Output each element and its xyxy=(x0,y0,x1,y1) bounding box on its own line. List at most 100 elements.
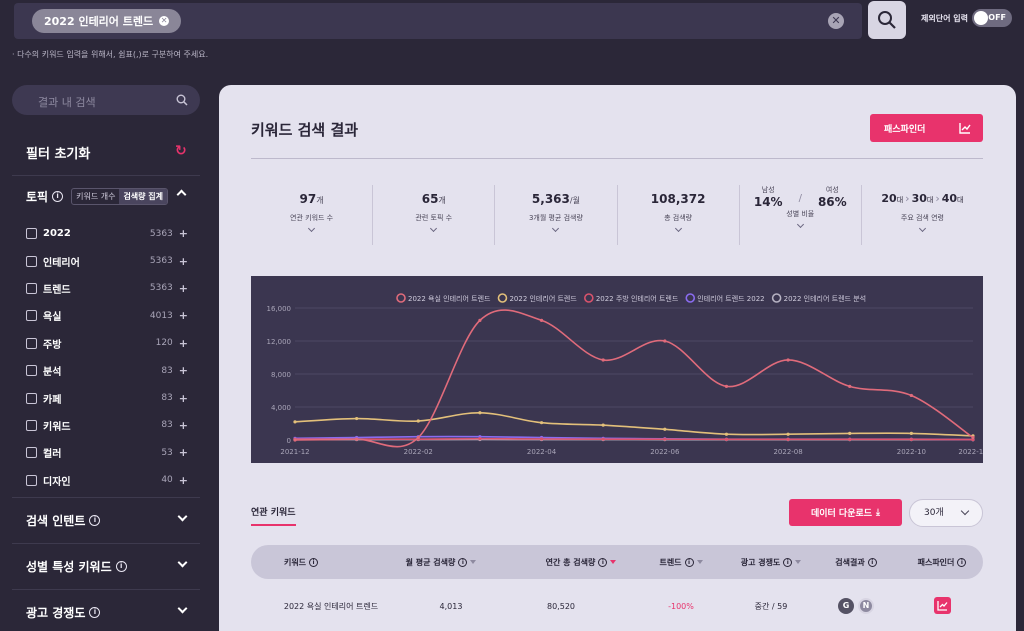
topic-item[interactable]: 욕실 4013 + xyxy=(26,302,188,329)
pathfinder-button[interactable]: 패스파인더 xyxy=(870,114,983,142)
sort-icon[interactable] xyxy=(696,560,703,564)
plus-icon[interactable]: + xyxy=(178,446,188,460)
th-keyword[interactable]: 키워드 i xyxy=(251,557,351,568)
x-tick-label: 2022-04 xyxy=(527,448,557,456)
stat-avg-volume[interactable]: 5,363/월 3개월 평균 검색량 xyxy=(495,185,618,245)
chip-remove-icon[interactable]: ✕ xyxy=(159,16,170,26)
topic-label: 카페 xyxy=(43,394,62,406)
chevron-down-icon[interactable] xyxy=(552,224,560,233)
section-gender-keywords[interactable]: 성별 특성 키워드 i xyxy=(26,557,188,575)
checkbox[interactable] xyxy=(26,228,37,240)
checkbox[interactable] xyxy=(26,365,37,377)
chevron-down-icon[interactable] xyxy=(177,511,188,522)
info-icon[interactable]: i xyxy=(957,557,967,567)
section-search-intent[interactable]: 검색 인텐트 i xyxy=(26,511,188,529)
topic-item[interactable]: 분석 83 + xyxy=(26,357,188,384)
pathfinder-icon[interactable] xyxy=(933,596,951,614)
info-icon[interactable]: i xyxy=(89,515,101,526)
chevron-down-icon[interactable] xyxy=(430,224,438,233)
stat-ages[interactable]: 20대 › 30대 › 40대 주요 검색 연령 xyxy=(862,185,983,245)
plus-icon[interactable]: + xyxy=(178,336,188,350)
plus-icon[interactable]: + xyxy=(178,254,188,268)
sort-icon[interactable] xyxy=(470,560,477,564)
per-page-select[interactable]: 30개 xyxy=(909,499,983,527)
legend-label: 2022 인테리어 트렌드 xyxy=(509,294,577,303)
plus-icon[interactable]: + xyxy=(178,473,188,487)
topic-item[interactable]: 카페 83 + xyxy=(26,384,188,411)
topic-item[interactable]: 2022 5363 + xyxy=(26,220,188,247)
topic-item[interactable]: 디자인 40 + xyxy=(26,467,188,494)
keyword-search-bar[interactable]: 2022 인테리어 트렌드 ✕ ✕ xyxy=(14,3,862,39)
plus-icon[interactable]: + xyxy=(178,391,188,405)
chevron-down-icon[interactable] xyxy=(177,557,188,568)
stat-value: 65 xyxy=(421,192,439,206)
plus-icon[interactable]: + xyxy=(178,364,188,378)
checkbox[interactable] xyxy=(26,337,37,349)
plus-icon[interactable]: + xyxy=(178,281,188,295)
x-tick-label: 2021-12 xyxy=(280,448,309,456)
topic-item[interactable]: 인테리어 5363 + xyxy=(26,247,188,274)
info-icon[interactable]: i xyxy=(867,557,877,567)
chevron-down-icon[interactable] xyxy=(918,224,926,233)
info-icon[interactable]: i xyxy=(52,191,64,202)
plus-icon[interactable]: + xyxy=(178,309,188,323)
stat-keywords[interactable]: 97개 연관 키워드 수 xyxy=(251,185,374,245)
checkbox[interactable] xyxy=(26,282,37,294)
naver-icon[interactable]: N xyxy=(858,598,874,614)
info-icon[interactable]: i xyxy=(89,607,101,618)
google-icon[interactable]: G xyxy=(838,598,854,614)
info-icon[interactable]: i xyxy=(458,557,468,567)
chevron-down-icon[interactable] xyxy=(177,603,188,614)
result-search-input[interactable]: 결과 내 검색 xyxy=(12,85,200,115)
seg-keyword-count[interactable]: 키워드 개수 xyxy=(76,192,116,201)
topic-item[interactable]: 키워드 83 + xyxy=(26,412,188,439)
exclude-words-toggle[interactable]: OFF xyxy=(972,9,1012,27)
table-row[interactable]: 2022 욕실 인테리어 트렌드 4,013 80,520 -100% 중간 /… xyxy=(251,589,983,623)
plus-icon[interactable]: + xyxy=(178,227,188,241)
keyword-chip[interactable]: 2022 인테리어 트렌드 ✕ xyxy=(32,9,182,33)
checkbox[interactable] xyxy=(26,419,37,431)
th-competition[interactable]: 광고 경쟁도 i xyxy=(731,557,811,568)
male-label: 남성 xyxy=(761,186,775,194)
stat-gender[interactable]: 남성 14% / 여성 86% 성별 비율 xyxy=(740,185,862,245)
info-icon[interactable]: i xyxy=(115,561,127,572)
checkbox[interactable] xyxy=(26,392,37,404)
tab-related-keywords[interactable]: 연관 키워드 xyxy=(251,505,296,526)
stat-topics[interactable]: 65개 관련 토픽 수 xyxy=(373,185,496,245)
data-download-button[interactable]: 데이터 다운로드 ⤓ xyxy=(789,499,902,526)
topic-item[interactable]: 주방 120 + xyxy=(26,330,188,357)
th-trend[interactable]: 트렌드 i xyxy=(631,557,731,568)
chevron-down-icon[interactable] xyxy=(308,224,316,233)
info-icon[interactable]: i xyxy=(598,557,608,567)
th-monthly[interactable]: 월 평균 검색량 i xyxy=(351,557,531,568)
checkbox[interactable] xyxy=(26,447,37,459)
topic-item[interactable]: 트렌드 5363 + xyxy=(26,275,188,302)
chevron-down-icon[interactable] xyxy=(796,220,804,229)
section-ad-competition[interactable]: 광고 경쟁도 i xyxy=(26,603,188,621)
checkbox[interactable] xyxy=(26,255,37,267)
th-label: 키워드 xyxy=(283,557,307,567)
refresh-icon[interactable]: ↻ xyxy=(175,143,187,159)
th-label: 월 평균 검색량 xyxy=(405,557,456,567)
th-label: 패스파인더 xyxy=(917,557,955,567)
clear-search-icon[interactable]: ✕ xyxy=(828,13,844,29)
topic-aggregation-toggle[interactable]: 키워드 개수 검색량 집계 xyxy=(71,188,169,205)
checkbox[interactable] xyxy=(26,310,37,322)
search-button[interactable] xyxy=(868,1,906,39)
cell-keyword[interactable]: 2022 욕실 인테리어 트렌드 xyxy=(283,601,379,611)
info-icon[interactable]: i xyxy=(783,557,793,567)
stat-total-volume[interactable]: 108,372 총 검색량 xyxy=(618,185,740,245)
legend-label: 2022 욕실 인테리어 트렌드 xyxy=(408,294,491,303)
sort-icon[interactable] xyxy=(610,560,617,564)
chevron-down-icon[interactable] xyxy=(674,224,682,233)
seg-search-volume[interactable]: 검색량 집계 xyxy=(119,189,168,204)
th-annual[interactable]: 연간 총 검색량 i xyxy=(531,557,631,568)
topic-item[interactable]: 컬러 53 + xyxy=(26,439,188,466)
info-icon[interactable]: i xyxy=(684,557,694,567)
plus-icon[interactable]: + xyxy=(178,418,188,432)
chevron-up-icon[interactable] xyxy=(176,189,187,200)
sort-icon[interactable] xyxy=(795,560,802,564)
data-point xyxy=(293,420,297,424)
checkbox[interactable] xyxy=(26,474,37,486)
info-icon[interactable]: i xyxy=(309,557,319,567)
